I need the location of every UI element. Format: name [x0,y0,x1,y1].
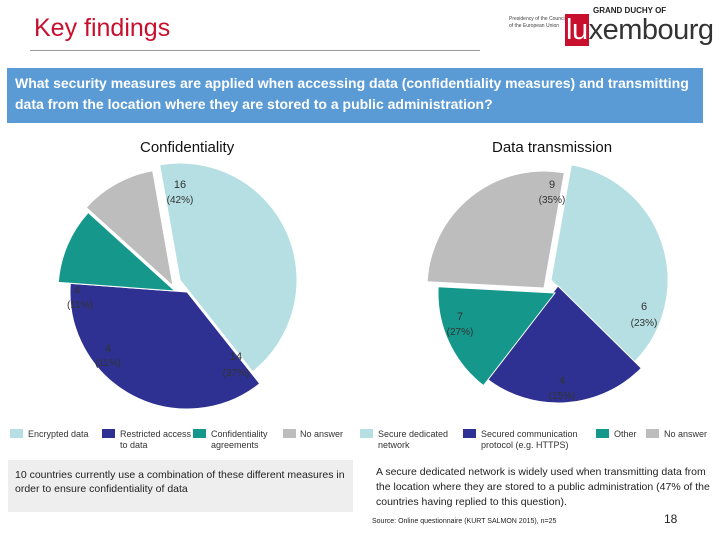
legend-swatch [596,429,609,438]
conf-noanswer-pct: (11%) [67,300,93,311]
trans-noanswer-count: 7 [456,311,464,323]
legend-swatch [463,429,476,438]
page-number: 18 [664,512,678,526]
logo-presidency-text: Presidency of the Council of the Europea… [509,16,566,29]
legend-swatch [193,429,206,438]
legend-swatch [102,429,115,438]
luxembourg-logo: GRAND DUCHY OF Presidency of the Council… [505,6,715,48]
conf-restricted-pct: (37%) [222,368,250,379]
trans-network-pct: (35%) [538,195,566,206]
conf-restricted-count: 14 [229,351,243,363]
pie-slice-other [437,286,556,387]
legend-swatch [646,429,659,438]
conf-agreements-pct: (11%) [95,358,121,369]
trans-noanswer-pct: (27%) [446,327,474,338]
trans-protocol-pct: (23%) [630,318,658,329]
source-text: Source: Online questionnaire (KURT SALMO… [372,518,557,525]
conf-noanswer-count: 4 [73,285,81,297]
legend-label: Restricted access to data [120,429,192,450]
pie-slice-no-answer [426,170,565,289]
conf-encrypted-count: 16 [173,179,187,191]
pie-slice-secured-communication-protocol-e-g-https [485,285,642,404]
legend-swatch [283,429,296,438]
legend-label: Secured communication protocol (e.g. HTT… [481,429,578,450]
pie-slice-restricted-access-to-data [69,282,261,410]
page-title: Key findings [34,14,171,42]
trans-protocol-count: 6 [640,301,648,313]
trans-other-pct: (15%) [548,391,576,402]
logo-rest: xembourg [588,14,714,46]
pie-slice-confidentiality-agreements [57,211,177,292]
trans-network-count: 9 [548,179,556,191]
trans-other-count: 4 [558,375,566,387]
note-transmission: A secure dedicated network is widely use… [376,466,710,508]
legend-swatch [360,429,373,438]
legend-label: Other [614,429,637,439]
logo-wordmark: luxembourg [565,14,714,47]
title-divider [30,50,480,51]
pie-slice-encrypted-data [159,162,298,373]
chart-title-transmission: Data transmission [492,139,613,156]
pie-slice-secure-dedicated-network [550,164,669,363]
pie-slice-no-answer [85,170,174,288]
note-confidentiality: 10 countries currently use a combination… [8,460,353,512]
conf-agreements-count: 4 [104,343,112,355]
legend-label: Confidentiality agreements [211,429,268,450]
logo-lu: lu [565,14,589,46]
question-banner: What security measures are applied when … [7,68,703,123]
confidentiality-pie [57,162,298,410]
logo-top-text: GRAND DUCHY OF [593,6,667,15]
legend-swatch [10,429,23,438]
legend-label: Encrypted data [28,429,89,439]
legend-label: No answer [300,429,344,439]
chart-title-confidentiality: Confidentiality [140,139,235,156]
transmission-pie [426,164,669,404]
legend-label: No answer [664,429,708,439]
legend-label: Secure dedicated network [378,429,449,450]
conf-encrypted-pct: (42%) [166,195,194,206]
